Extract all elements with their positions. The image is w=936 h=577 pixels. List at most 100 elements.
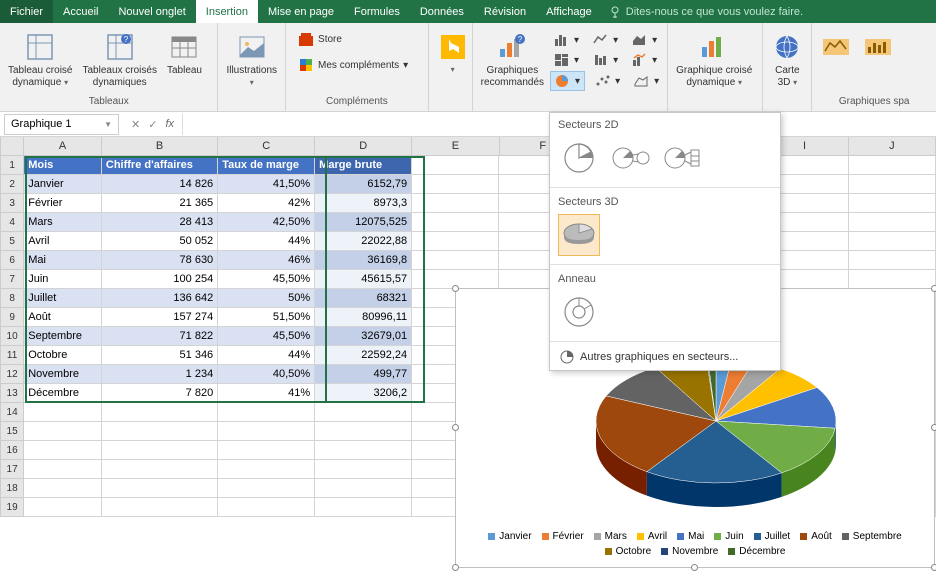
- tab-insertion[interactable]: Insertion: [196, 0, 258, 23]
- row-header[interactable]: 5: [0, 232, 24, 251]
- cell[interactable]: 28 413: [102, 213, 218, 232]
- row-header[interactable]: 17: [0, 460, 24, 479]
- cell[interactable]: [102, 441, 218, 460]
- tab-mise-en-page[interactable]: Mise en page: [258, 0, 344, 23]
- cell[interactable]: 6152,79: [315, 175, 412, 194]
- row-header[interactable]: 11: [0, 346, 24, 365]
- cell[interactable]: [412, 194, 499, 213]
- surface-chart-button[interactable]: ▾: [630, 71, 663, 91]
- sparkline-column-button[interactable]: [858, 29, 898, 67]
- tab-accueil[interactable]: Accueil: [53, 0, 108, 23]
- name-box[interactable]: Graphique 1▼: [4, 114, 119, 135]
- cell[interactable]: 22022,88: [315, 232, 412, 251]
- cell[interactable]: 36169,8: [315, 251, 412, 270]
- cell[interactable]: [412, 213, 499, 232]
- pivot-chart-button[interactable]: Graphique croisédynamique ▾: [672, 29, 756, 91]
- row-header[interactable]: 14: [0, 403, 24, 422]
- row-header[interactable]: 3: [0, 194, 24, 213]
- cell[interactable]: 100 254: [102, 270, 218, 289]
- cell[interactable]: 41%: [218, 384, 315, 403]
- pivot-table-button[interactable]: Tableau croisédynamique ▾: [4, 29, 76, 91]
- pie-of-pie-icon[interactable]: [610, 137, 652, 179]
- cell[interactable]: [412, 232, 499, 251]
- illustrations-button[interactable]: Illustrations▾: [222, 29, 281, 91]
- column-header[interactable]: B: [102, 137, 218, 156]
- cell[interactable]: [849, 270, 936, 289]
- cell[interactable]: [218, 479, 315, 498]
- cell[interactable]: [849, 232, 936, 251]
- row-header[interactable]: 6: [0, 251, 24, 270]
- cell[interactable]: [218, 441, 315, 460]
- cell[interactable]: 41,50%: [218, 175, 315, 194]
- cell[interactable]: [849, 156, 936, 175]
- row-header[interactable]: 12: [0, 365, 24, 384]
- cell[interactable]: Juillet: [24, 289, 102, 308]
- sparkline-line-button[interactable]: [816, 29, 856, 67]
- cell[interactable]: [24, 441, 102, 460]
- tab-données[interactable]: Données: [410, 0, 474, 23]
- cell[interactable]: Marge brute: [315, 156, 412, 175]
- recommended-pivots-button[interactable]: ? Tableaux croisésdynamiques: [78, 29, 160, 91]
- cell[interactable]: 45615,57: [315, 270, 412, 289]
- cell[interactable]: 68321: [315, 289, 412, 308]
- map-3d-button[interactable]: Carte3D ▾: [767, 29, 807, 91]
- cell[interactable]: 7 820: [102, 384, 218, 403]
- cell[interactable]: Septembre: [24, 327, 102, 346]
- cell[interactable]: [849, 213, 936, 232]
- store-button[interactable]: Store: [294, 29, 346, 49]
- fx-icon[interactable]: fx: [165, 118, 174, 131]
- bar-of-pie-icon[interactable]: [662, 137, 704, 179]
- cell[interactable]: 3206,2: [315, 384, 412, 403]
- cell[interactable]: Mois: [24, 156, 102, 175]
- cell[interactable]: 45,50%: [218, 270, 315, 289]
- cell[interactable]: [218, 460, 315, 479]
- cell[interactable]: 21 365: [102, 194, 218, 213]
- cell[interactable]: Novembre: [24, 365, 102, 384]
- cell[interactable]: [315, 460, 412, 479]
- cell[interactable]: [24, 479, 102, 498]
- statistic-chart-button[interactable]: ▾: [589, 51, 622, 69]
- cell[interactable]: [102, 460, 218, 479]
- cell[interactable]: [412, 251, 499, 270]
- table-button[interactable]: Tableau: [163, 29, 206, 79]
- cell[interactable]: [315, 479, 412, 498]
- cell[interactable]: Chiffre d'affaires: [102, 156, 218, 175]
- cell[interactable]: Janvier: [24, 175, 102, 194]
- tab-nouvel-onglet[interactable]: Nouvel onglet: [108, 0, 195, 23]
- row-header[interactable]: 18: [0, 479, 24, 498]
- cell[interactable]: 51,50%: [218, 308, 315, 327]
- cell[interactable]: [412, 156, 499, 175]
- cell[interactable]: 42%: [218, 194, 315, 213]
- pie-2d-icon[interactable]: [558, 137, 600, 179]
- cell[interactable]: 1 234: [102, 365, 218, 384]
- cell[interactable]: 40,50%: [218, 365, 315, 384]
- cancel-icon[interactable]: ✕: [131, 118, 140, 131]
- cell[interactable]: Avril: [24, 232, 102, 251]
- cell[interactable]: [218, 422, 315, 441]
- cell[interactable]: [849, 251, 936, 270]
- row-header[interactable]: 8: [0, 289, 24, 308]
- tab-révision[interactable]: Révision: [474, 0, 536, 23]
- row-header[interactable]: 13: [0, 384, 24, 403]
- cell[interactable]: 499,77: [315, 365, 412, 384]
- cell[interactable]: [218, 498, 315, 517]
- cell[interactable]: 78 630: [102, 251, 218, 270]
- cell[interactable]: 14 826: [102, 175, 218, 194]
- tab-formules[interactable]: Formules: [344, 0, 410, 23]
- cell[interactable]: Octobre: [24, 346, 102, 365]
- my-addins-button[interactable]: Mes compléments ▾: [294, 55, 412, 75]
- cell[interactable]: Août: [24, 308, 102, 327]
- cell[interactable]: 51 346: [102, 346, 218, 365]
- doughnut-icon[interactable]: [558, 291, 600, 333]
- column-header[interactable]: A: [24, 137, 102, 156]
- cell[interactable]: [24, 422, 102, 441]
- pie-3d-icon[interactable]: [558, 214, 600, 256]
- cell[interactable]: [24, 403, 102, 422]
- cell[interactable]: [24, 498, 102, 517]
- cell[interactable]: [102, 479, 218, 498]
- cell[interactable]: Décembre: [24, 384, 102, 403]
- row-header[interactable]: 1: [0, 156, 24, 175]
- cell[interactable]: 50%: [218, 289, 315, 308]
- cell[interactable]: 157 274: [102, 308, 218, 327]
- cell[interactable]: 71 822: [102, 327, 218, 346]
